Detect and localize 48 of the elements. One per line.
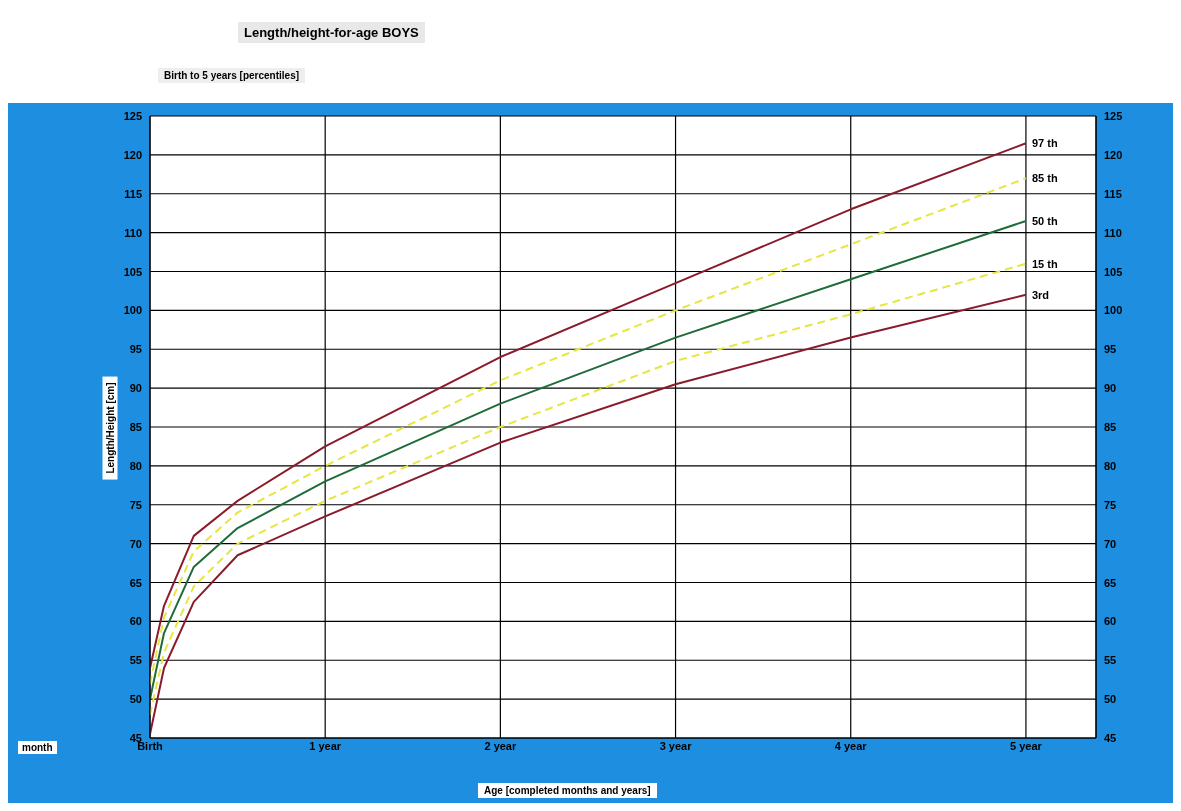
y-tick-label: 70: [129, 537, 142, 550]
y2-tick-label: 65: [1104, 576, 1117, 589]
y-tick-label: 105: [123, 265, 142, 278]
y-tick-label: 85: [129, 421, 142, 433]
x-axis-title: Age [completed months and years]: [478, 783, 657, 798]
series-label: 15 th: [1031, 257, 1058, 270]
y-tick-label: 50: [129, 693, 142, 706]
y2-tick-label: 95: [1104, 343, 1117, 356]
series-label: 85 th: [1031, 172, 1058, 185]
y2-tick-label: 85: [1104, 421, 1117, 433]
x-tick-label: 5 year: [1010, 740, 1043, 752]
x-tick-label: 3 year: [659, 740, 693, 752]
x-tick-label: 1 year: [309, 740, 342, 752]
y-tick-label: 115: [124, 187, 142, 200]
x-tick-label: 4 year: [834, 740, 868, 752]
y2-tick-label: 115: [1104, 187, 1122, 200]
y-tick-label: 120: [123, 148, 142, 161]
y-tick-label: 60: [129, 615, 142, 628]
y-tick-label: 125: [123, 110, 142, 122]
y-tick-label: 110: [124, 226, 142, 239]
chart-subtitle: Birth to 5 years [percentiles]: [158, 68, 306, 83]
y2-tick-label: 100: [1104, 304, 1123, 317]
y2-tick-label: 125: [1104, 110, 1123, 122]
series-label: 3rd: [1031, 288, 1050, 301]
y2-tick-label: 75: [1104, 498, 1117, 511]
text: month: [18, 741, 57, 754]
y2-tick-label: 60: [1104, 615, 1117, 628]
y2-tick-label: 110: [1104, 226, 1122, 239]
series-label: 97 th: [1031, 137, 1058, 150]
y-tick-label: 100: [123, 304, 142, 317]
y2-tick-label: 55: [1104, 654, 1117, 667]
y-tick-label: 90: [129, 382, 142, 395]
series-label: 50 th: [1031, 214, 1058, 227]
y2-tick-label: 90: [1104, 382, 1117, 395]
y-tick-label: 55: [129, 654, 142, 667]
y2-tick-label: 70: [1104, 537, 1117, 550]
y-tick-label: 80: [129, 459, 142, 472]
y2-tick-label: 120: [1104, 148, 1123, 161]
y-tick-label: 65: [129, 576, 142, 589]
y-tick-label: 95: [129, 343, 142, 356]
y-axis-title: Length/Height [cm]: [102, 376, 118, 480]
y2-tick-label: 105: [1104, 265, 1123, 278]
x-tick-label: 2 year: [484, 740, 517, 752]
y-tick-label: 75: [129, 498, 142, 511]
y2-tick-label: 45: [1104, 732, 1117, 744]
chart-title: Length/height-for-age BOYS: [238, 22, 425, 43]
y2-tick-label: 80: [1104, 459, 1117, 472]
y2-tick-label: 50: [1104, 693, 1117, 706]
